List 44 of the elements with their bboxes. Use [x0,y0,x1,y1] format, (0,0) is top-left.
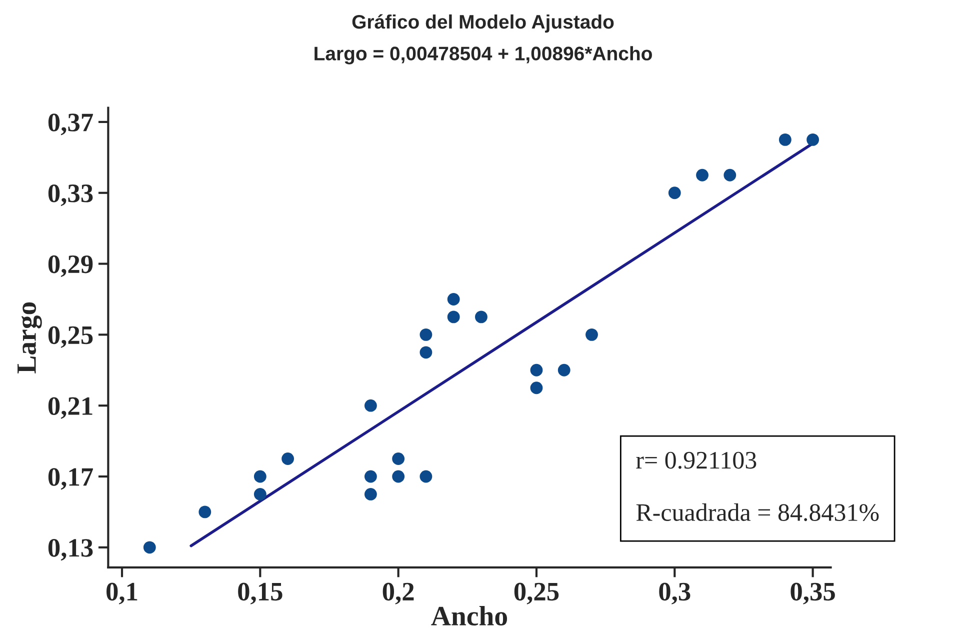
y-tick-label: 0,17 [48,468,93,490]
point [198,506,212,518]
annotation: R-cuadrada = 84.8431% [636,503,879,522]
point [724,168,736,182]
point [586,328,598,341]
point [475,310,488,324]
point [558,364,570,376]
y-tick-label: 0,37 [48,114,93,136]
point [364,399,377,412]
point [447,310,460,324]
point [668,186,681,200]
x-tick-label: 0,35 [790,582,835,604]
point [392,452,405,465]
y-tick-label: 0,29 [48,255,93,278]
point [392,470,405,483]
x-tick-label: 0,1 [106,582,138,604]
point [420,470,432,483]
point [254,488,266,500]
point [282,452,294,465]
point [420,346,432,359]
chart-subtitle: Largo = 0,00478504 + 1,00896*Ancho [314,46,652,64]
point [143,541,156,554]
x-axis-title: Ancho [431,606,508,626]
point [696,168,708,182]
y-tick-label: 0,33 [48,184,93,206]
x-tick-label: 0,15 [238,582,282,604]
y-tick-label: 0,25 [48,326,93,348]
point [447,293,460,306]
y-tick-label: 0,21 [48,397,92,419]
annotation: r= 0.921103 [636,452,756,469]
point [364,470,377,483]
point [530,364,543,376]
x-tick-label: 0,25 [514,582,559,604]
point [420,328,432,341]
x-tick-label: 0,3 [659,582,690,604]
chart-title: Gráfico del Modelo Ajustado [352,14,614,33]
x-tick-label: 0,2 [382,582,414,604]
y-axis-title: Largo [18,302,42,374]
point [254,470,266,483]
point [530,382,543,394]
y-tick-label: 0,13 [48,539,93,561]
point [364,488,377,500]
point [778,133,792,146]
point [806,133,820,146]
